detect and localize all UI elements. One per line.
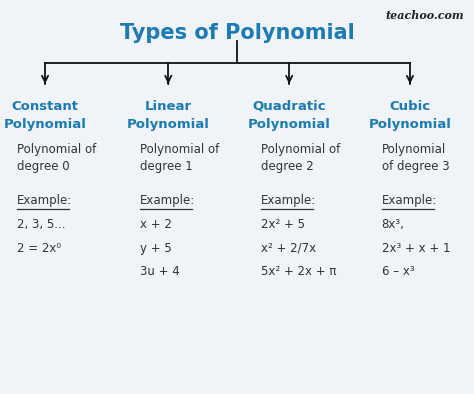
Text: Example:: Example: <box>17 195 72 207</box>
Text: Polynomial: Polynomial <box>369 118 451 130</box>
Text: 2 = 2x⁰: 2 = 2x⁰ <box>17 242 61 255</box>
Text: Types of Polynomial: Types of Polynomial <box>119 24 355 43</box>
Text: x + 2: x + 2 <box>140 218 172 231</box>
Text: Polynomial of: Polynomial of <box>261 143 340 156</box>
Text: Example:: Example: <box>261 195 316 207</box>
Text: Polynomial: Polynomial <box>127 118 210 130</box>
Text: 3u + 4: 3u + 4 <box>140 266 180 278</box>
Text: degree 1: degree 1 <box>140 160 192 173</box>
Text: of degree 3: of degree 3 <box>382 160 449 173</box>
Text: Example:: Example: <box>382 195 437 207</box>
Text: 6 – x³: 6 – x³ <box>382 266 414 278</box>
Text: Polynomial: Polynomial <box>248 118 330 130</box>
Text: Linear: Linear <box>145 100 192 113</box>
Text: Quadratic: Quadratic <box>252 100 326 113</box>
Text: Polynomial: Polynomial <box>4 118 86 130</box>
Text: y + 5: y + 5 <box>140 242 172 255</box>
Text: 5x² + 2x + π: 5x² + 2x + π <box>261 266 336 278</box>
Text: 2, 3, 5...: 2, 3, 5... <box>17 218 65 231</box>
Text: Polynomial of: Polynomial of <box>140 143 219 156</box>
Text: degree 2: degree 2 <box>261 160 313 173</box>
Text: Example:: Example: <box>140 195 195 207</box>
Text: x² + 2/7x: x² + 2/7x <box>261 242 316 255</box>
Text: degree 0: degree 0 <box>17 160 69 173</box>
Text: Constant: Constant <box>11 100 79 113</box>
Text: 2x² + 5: 2x² + 5 <box>261 218 305 231</box>
Text: Polynomial of: Polynomial of <box>17 143 96 156</box>
Text: Cubic: Cubic <box>390 100 430 113</box>
Text: teachoo.com: teachoo.com <box>386 10 465 21</box>
Text: 2x³ + x + 1: 2x³ + x + 1 <box>382 242 450 255</box>
Text: 8x³,: 8x³, <box>382 218 404 231</box>
Text: Polynomial: Polynomial <box>382 143 446 156</box>
